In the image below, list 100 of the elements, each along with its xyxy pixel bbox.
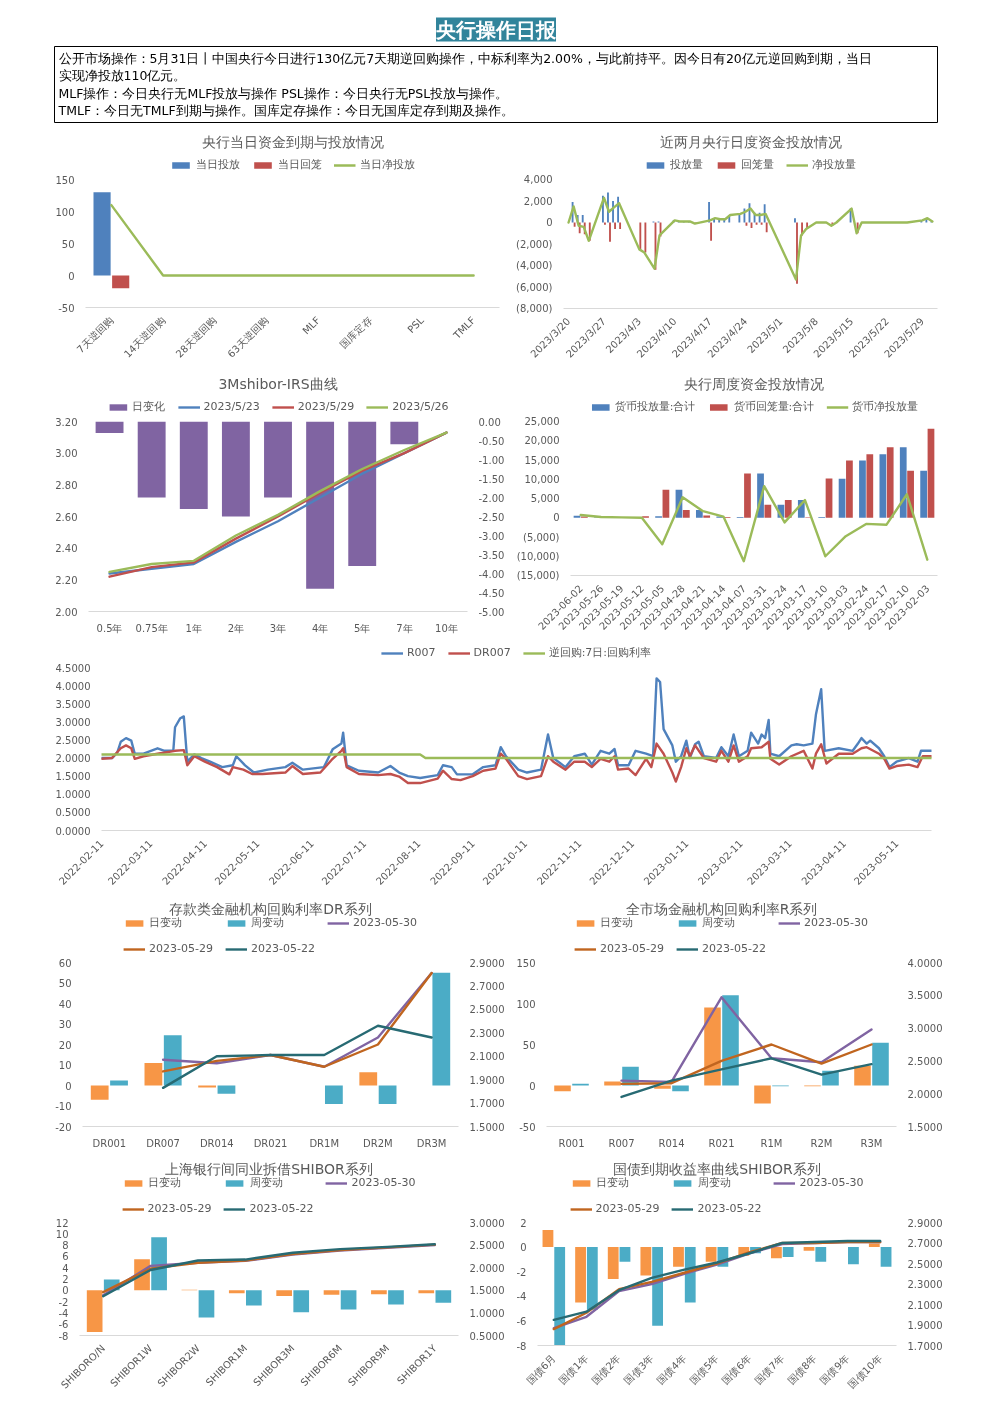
- y-tick-label: 0: [65, 1080, 72, 1092]
- x-tick-label: 0.75年: [135, 622, 168, 634]
- y2-tick-label: -2.50: [478, 511, 505, 523]
- y2-tick-label: 3.0000: [469, 1217, 505, 1229]
- y-tick-label: 3.5000: [55, 698, 91, 710]
- y-tick-label: 0: [546, 217, 553, 228]
- chart-title: 国债到期收益率曲线SHIBOR系列: [613, 1160, 821, 1177]
- x-tick-label: R1M: [760, 1137, 783, 1149]
- legend-label: 周变动: [251, 915, 285, 930]
- y2-tick-label: 2.5000: [907, 1055, 943, 1067]
- y2-tick-label: 2.1000: [469, 1051, 505, 1063]
- y2-tick-label: -2.00: [478, 492, 505, 504]
- y2-tick-label: 3.5000: [907, 990, 943, 1002]
- legend-label: 周变动: [249, 1175, 283, 1190]
- y-tick-label: -4: [516, 1291, 527, 1303]
- x-tick-label: PSL: [405, 314, 427, 336]
- chart-title: 3Mshibor-IRS曲线: [218, 375, 338, 392]
- y2-tick-label: 0.5000: [469, 1330, 505, 1342]
- x-tick-label: DR007: [146, 1137, 180, 1149]
- y2-tick-label: -5.00: [478, 606, 505, 618]
- legend-label: 货币净投放量: [852, 399, 919, 414]
- x-tick-label: 国债2年: [589, 1352, 623, 1387]
- y2-tick-label: 2.3000: [469, 1027, 505, 1039]
- legend-label: 2023-05-30: [803, 916, 868, 929]
- y-tick-label: (10,000): [516, 550, 560, 562]
- y-tick-label: 0.5000: [55, 807, 91, 819]
- y-tick-label: 8: [62, 1240, 69, 1252]
- y2-tick-label: 2.1000: [907, 1299, 943, 1311]
- y2-tick-label: 1.7000: [469, 1098, 505, 1110]
- y-tick-label: 10: [58, 1060, 72, 1071]
- y-tick-label: 12: [55, 1217, 69, 1229]
- y-tick-label: (6,000): [516, 281, 553, 293]
- y-tick-label: -8: [516, 1340, 527, 1352]
- y-tick-label: 3.00: [55, 448, 78, 460]
- x-tick-label: 国债7年: [752, 1352, 787, 1387]
- legend-label: 回笼量: [741, 157, 774, 172]
- y-tick-label: 0: [68, 270, 75, 282]
- legend-label: 日变动: [595, 1175, 629, 1190]
- y2-tick-label: 4.0000: [907, 957, 943, 969]
- y-tick-label: 2.0000: [55, 753, 91, 765]
- y-tick-label: -2: [516, 1266, 527, 1278]
- x-tick-label: 4年: [311, 622, 329, 634]
- legend-label: 当日投放: [195, 157, 240, 172]
- chart-title: 全市场金融机构回购利率R系列: [625, 900, 818, 917]
- y2-tick-label: 1.5000: [469, 1121, 505, 1133]
- x-tick-label: 14天逆回购: [121, 314, 168, 360]
- x-tick-label: 0.5年: [96, 622, 123, 634]
- x-tick-label: R001: [558, 1137, 585, 1149]
- legend-label: 货币投放量:合计: [614, 399, 696, 414]
- legend-label: 2023-05-22: [697, 1202, 762, 1215]
- text: MLF操作：今日央行无MLF投放与操作 PSL操作：今日央行无PSL投放与操作。: [58, 85, 509, 101]
- legend-label: 日变动: [149, 916, 183, 930]
- y2-tick-label: -1.00: [478, 454, 505, 466]
- y-tick-label: 20,000: [524, 435, 560, 447]
- legend-label: 2023-05-29: [595, 1202, 660, 1215]
- x-tick-label: 3年: [269, 622, 287, 634]
- legend-label: 投放量: [670, 157, 703, 172]
- x-tick-label: R014: [658, 1137, 685, 1149]
- y-tick-label: -8: [58, 1330, 69, 1342]
- y-tick-label: 2,000: [523, 195, 553, 207]
- x-tick-label: 10年: [435, 622, 458, 634]
- chart-title: 存款类金融机构回购利率DR系列: [169, 900, 372, 917]
- legend-label: 2023-05-30: [352, 916, 417, 929]
- x-tick-label: 国债6年: [720, 1352, 754, 1387]
- x-tick-label: 1年: [185, 622, 202, 634]
- legend-label: 货币回笼量:合计: [733, 399, 815, 414]
- y-tick-label: 4,000: [523, 174, 553, 185]
- legend-label: 净投放量: [812, 157, 856, 172]
- y-tick-label: 0: [520, 1242, 527, 1254]
- y-tick-label: -4: [58, 1307, 69, 1319]
- legend-label: 2023/5/23: [203, 400, 260, 413]
- y2-tick-label: 2.5000: [469, 1004, 505, 1016]
- y-tick-label: 25,000: [524, 416, 560, 427]
- y2-tick-label: 2.3000: [907, 1279, 943, 1290]
- y-tick-label: 100: [516, 998, 536, 1010]
- y2-tick-label: 2.0000: [907, 1088, 943, 1100]
- y-tick-label: 0: [62, 1285, 69, 1297]
- x-tick-label: 7天逆回购: [74, 314, 116, 356]
- legend-label: 当日回笼: [277, 157, 322, 172]
- legend-label: 日变动: [147, 1176, 181, 1190]
- y2-tick-label: 1.9000: [907, 1320, 943, 1331]
- y-tick-label: 1.5000: [55, 771, 91, 783]
- y2-tick-label: 1.7000: [907, 1340, 943, 1352]
- y-tick-label: -6: [58, 1319, 69, 1331]
- y-tick-label: -2: [58, 1296, 69, 1308]
- x-tick-label: DR014: [199, 1137, 234, 1149]
- y-tick-label: 2: [520, 1217, 527, 1229]
- legend-label: R007: [406, 646, 436, 659]
- text: 央行操作日报: [435, 17, 557, 42]
- y-tick-label: 6: [62, 1251, 69, 1263]
- y-tick-label: 3.20: [55, 416, 78, 428]
- legend-label: 2023-05-22: [249, 1202, 314, 1215]
- legend-label: 2023-05-29: [147, 1202, 212, 1215]
- legend-label: 周变动: [702, 915, 736, 930]
- y2-tick-label: 1.5000: [469, 1285, 505, 1297]
- y-tick-label: 4.0000: [55, 680, 91, 692]
- x-tick-label: 国债3年: [622, 1352, 656, 1387]
- y-tick-label: 2.5000: [55, 734, 91, 746]
- chart-title: 近两月央行日度资金投放情况: [659, 133, 842, 150]
- y-tick-label: 2.00: [55, 606, 78, 618]
